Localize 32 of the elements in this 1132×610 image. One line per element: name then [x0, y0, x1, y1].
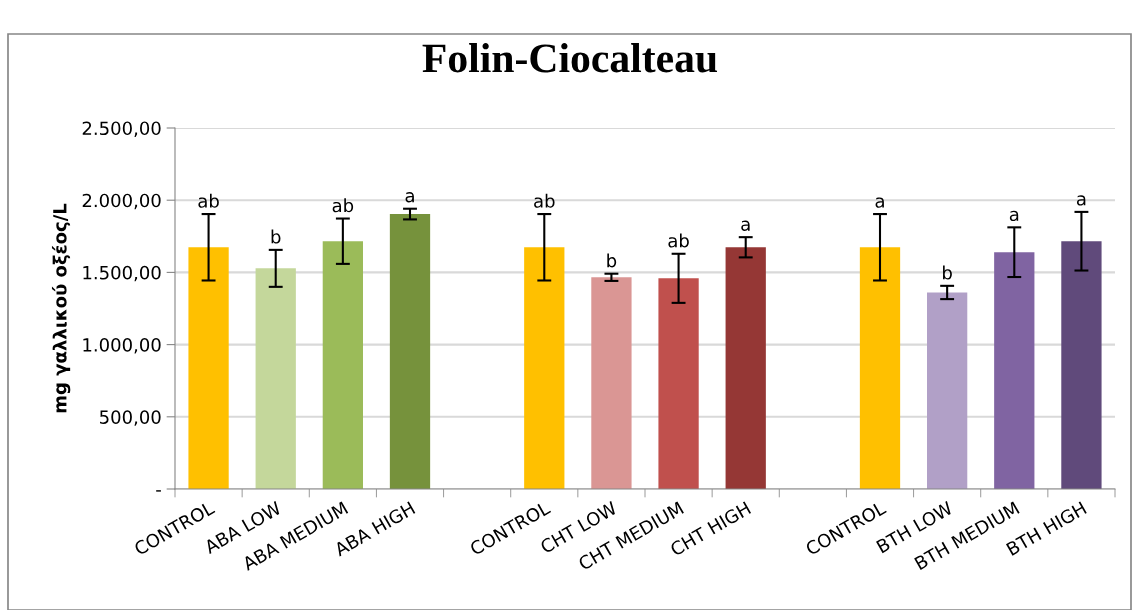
bar	[255, 268, 296, 489]
chart-title: Folin-Ciocalteau	[422, 43, 718, 73]
y-axis-title: mg γαλλικού οξέος/L	[51, 203, 71, 413]
data-label: a	[1076, 195, 1086, 206]
bar	[1061, 241, 1102, 489]
bar	[524, 247, 565, 489]
data-label: ab	[668, 233, 689, 248]
bar	[591, 277, 632, 489]
data-label: b	[271, 229, 281, 244]
bar	[322, 241, 363, 489]
data-label: ab	[534, 193, 555, 208]
bar	[859, 247, 901, 489]
data-label: a	[405, 192, 414, 203]
y-tick-label: 1.500,00	[83, 265, 161, 282]
bar	[927, 292, 968, 489]
data-label: ab	[198, 193, 219, 208]
data-label: a	[741, 220, 750, 231]
y-tick-label: 500,00	[100, 410, 161, 426]
bar	[725, 247, 766, 489]
y-tick-label: 2.000,00	[82, 193, 161, 210]
y-tick-label: 2.500,00	[82, 121, 161, 137]
bar	[994, 252, 1035, 489]
bar	[658, 278, 699, 489]
y-tick-label: -	[156, 490, 161, 492]
y-tick-label: 1.000,00	[83, 338, 161, 354]
data-label: b	[943, 265, 952, 280]
data-label: a	[1009, 210, 1019, 222]
data-label: a	[875, 197, 884, 208]
bar	[389, 214, 431, 489]
bar	[188, 247, 229, 489]
data-label: b	[607, 253, 617, 268]
data-label: ab	[332, 198, 354, 213]
